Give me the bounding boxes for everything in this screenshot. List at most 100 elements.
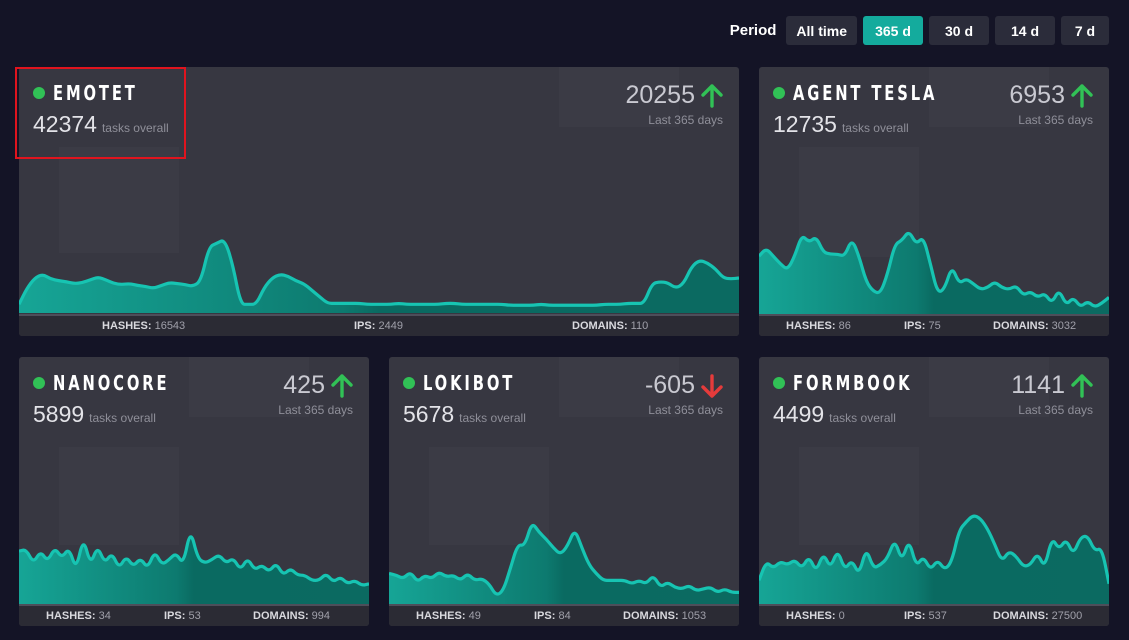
period-selector: Period All time 365 d 30 d 14 d 7 d [730,16,1109,45]
stat-hashes-label: HASHES: [786,610,836,622]
malware-name[interactable]: EMOTET [53,81,138,105]
trend-chart [759,507,1109,605]
tasks-total: 5899 [33,401,85,427]
name-row: LOKIBOT [403,371,535,395]
trend-line [759,231,1109,308]
arrow-up-icon [1071,83,1093,108]
delta-period-label: Last 365 days [648,403,723,417]
tasks-total: 4499 [773,401,825,427]
stat-hashes: HASHES: 16543 [102,320,185,332]
tasks-total: 42374 [33,111,97,137]
stat-ips-label: IPS: [904,610,926,622]
stat-domains-value: 27500 [1051,610,1083,622]
trend-line [759,514,1109,585]
stat-domains: DOMAINS: 3032 [993,320,1076,332]
stat-domains: DOMAINS: 110 [572,320,648,332]
period-7d-button[interactable]: 7 d [1061,16,1109,45]
tasks-total-suffix: tasks overall [89,411,156,425]
stat-domains-value: 3032 [1051,320,1077,332]
stat-hashes-label: HASHES: [102,320,152,332]
stat-domains-value: 110 [630,320,649,332]
stat-hashes-label: HASHES: [416,610,466,622]
name-row: EMOTET [33,81,169,105]
malware-name[interactable]: LOKIBOT [423,371,516,395]
delta-value: 6953 [1009,81,1065,109]
card-header: NANOCORE 5899 tasks overall [33,371,195,428]
stat-ips-value: 53 [188,610,201,622]
period-365d-button[interactable]: 365 d [863,16,923,45]
total-row: 12735 tasks overall [773,111,969,138]
stat-domains-label: DOMAINS: [572,320,628,332]
stat-domains: DOMAINS: 994 [253,610,330,622]
malware-card-formbook[interactable]: FORMBOOK 4499 tasks overall 1141 Last 365 da… [759,357,1109,626]
trend-chart-svg [389,523,739,605]
stat-ips-value: 75 [928,320,941,332]
name-row: FORMBOOK [773,371,939,395]
stat-ips: IPS: 53 [164,610,201,622]
stat-ips: IPS: 75 [904,320,941,332]
trend-chart-svg [759,514,1109,605]
stat-hashes: HASHES: 0 [786,610,845,622]
stat-domains: DOMAINS: 1053 [623,610,706,622]
tasks-total: 5678 [403,401,455,427]
stat-hashes-value: 34 [98,610,111,622]
trend-area [19,241,739,313]
delta-value: 425 [283,371,325,399]
malware-name[interactable]: FORMBOOK [793,371,913,395]
stat-domains-value: 1053 [681,610,707,622]
total-row: 5678 tasks overall [403,401,535,428]
arrow-up-icon [1071,373,1093,398]
stat-ips-value: 2449 [378,320,403,332]
stat-hashes-label: HASHES: [786,320,836,332]
malware-name[interactable]: NANOCORE [53,371,170,395]
stat-ips-label: IPS: [354,320,376,332]
delta-period-label: Last 365 days [278,403,353,417]
stat-hashes-value: 16543 [154,320,186,332]
card-delta: 6953 Last 365 days [1009,81,1093,127]
stat-ips-label: IPS: [164,610,186,622]
stats-bar: HASHES: 34 IPS: 53 DOMAINS: 994 [19,604,369,626]
delta-period-label: Last 365 days [648,113,723,127]
period-all-time-button[interactable]: All time [786,16,857,45]
stat-ips: IPS: 537 [904,610,947,622]
stats-bar: HASHES: 16543 IPS: 2449 DOMAINS: 110 [19,314,739,336]
stat-ips-label: IPS: [904,320,926,332]
malware-card-lokibot[interactable]: LOKIBOT 5678 tasks overall -605 Last 365 day… [389,357,739,626]
malware-name[interactable]: AGENT TESLA [793,81,938,105]
stat-domains-label: DOMAINS: [993,320,1049,332]
malware-card-agent-tesla[interactable]: AGENT TESLA 12735 tasks overall 6953 Last 36… [759,67,1109,336]
name-row: NANOCORE [33,371,195,395]
stat-domains-label: DOMAINS: [253,610,309,622]
tasks-total-suffix: tasks overall [101,121,169,135]
malware-card-emotet[interactable]: EMOTET 42374 tasks overall 20255 Last 365 da… [19,67,739,336]
stats-bar: HASHES: 0 IPS: 537 DOMAINS: 27500 [759,604,1109,626]
delta-row: 6953 [1009,81,1093,110]
malware-card-nanocore[interactable]: NANOCORE 5899 tasks overall 425 Last 365 day… [19,357,369,626]
card-delta: -605 Last 365 days [645,371,723,417]
total-row: 42374 tasks overall [33,111,169,138]
stat-domains: DOMAINS: 27500 [993,610,1082,622]
status-dot-icon [33,377,45,389]
period-30d-button[interactable]: 30 d [929,16,989,45]
stat-ips-value: 84 [558,610,571,622]
trend-chart-svg [19,239,739,313]
card-header: LOKIBOT 5678 tasks overall [403,371,535,428]
delta-value: -605 [644,371,695,399]
delta-value: 20255 [625,81,695,109]
stat-domains-label: DOMAINS: [993,610,1049,622]
trend-area [389,525,739,605]
period-14d-button[interactable]: 14 d [995,16,1055,45]
delta-row: 20255 [625,81,723,110]
tasks-total: 12735 [773,111,837,137]
card-delta: 20255 Last 365 days [625,81,723,127]
delta-value: 1141 [1011,371,1065,399]
trend-chart-svg [759,231,1109,317]
delta-period-label: Last 365 days [1018,403,1093,417]
card-header: AGENT TESLA 12735 tasks overall [773,81,969,138]
trend-chart [19,207,739,313]
stat-hashes-value: 86 [838,320,851,332]
stats-bar: HASHES: 49 IPS: 84 DOMAINS: 1053 [389,604,739,626]
card-header: EMOTET 42374 tasks overall [33,81,169,138]
total-row: 5899 tasks overall [33,401,195,428]
tasks-total-suffix: tasks overall [459,411,526,425]
